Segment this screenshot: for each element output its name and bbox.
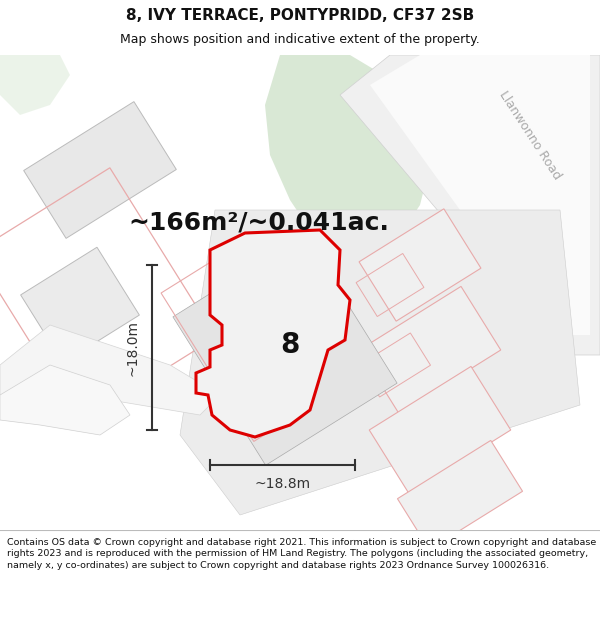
Polygon shape xyxy=(0,365,130,435)
Polygon shape xyxy=(0,325,220,415)
Text: ~166m²/~0.041ac.: ~166m²/~0.041ac. xyxy=(128,210,389,234)
Text: Llanwonno Road: Llanwonno Road xyxy=(496,88,563,182)
Text: ~18.0m: ~18.0m xyxy=(126,319,140,376)
Polygon shape xyxy=(180,210,580,515)
Text: Map shows position and indicative extent of the property.: Map shows position and indicative extent… xyxy=(120,33,480,46)
Polygon shape xyxy=(196,230,350,437)
Polygon shape xyxy=(23,102,176,238)
Polygon shape xyxy=(20,248,139,362)
Polygon shape xyxy=(0,55,70,115)
Polygon shape xyxy=(370,55,590,335)
Polygon shape xyxy=(173,235,397,465)
Polygon shape xyxy=(359,209,481,321)
Text: ~18.8m: ~18.8m xyxy=(254,477,311,491)
Text: Contains OS data © Crown copyright and database right 2021. This information is : Contains OS data © Crown copyright and d… xyxy=(7,538,596,570)
Polygon shape xyxy=(369,366,511,494)
Polygon shape xyxy=(397,441,523,549)
Text: 8: 8 xyxy=(280,331,299,359)
Polygon shape xyxy=(340,55,600,355)
Polygon shape xyxy=(265,55,430,255)
Polygon shape xyxy=(359,286,501,414)
Polygon shape xyxy=(325,250,410,355)
Text: 8, IVY TERRACE, PONTYPRIDD, CF37 2SB: 8, IVY TERRACE, PONTYPRIDD, CF37 2SB xyxy=(126,8,474,23)
